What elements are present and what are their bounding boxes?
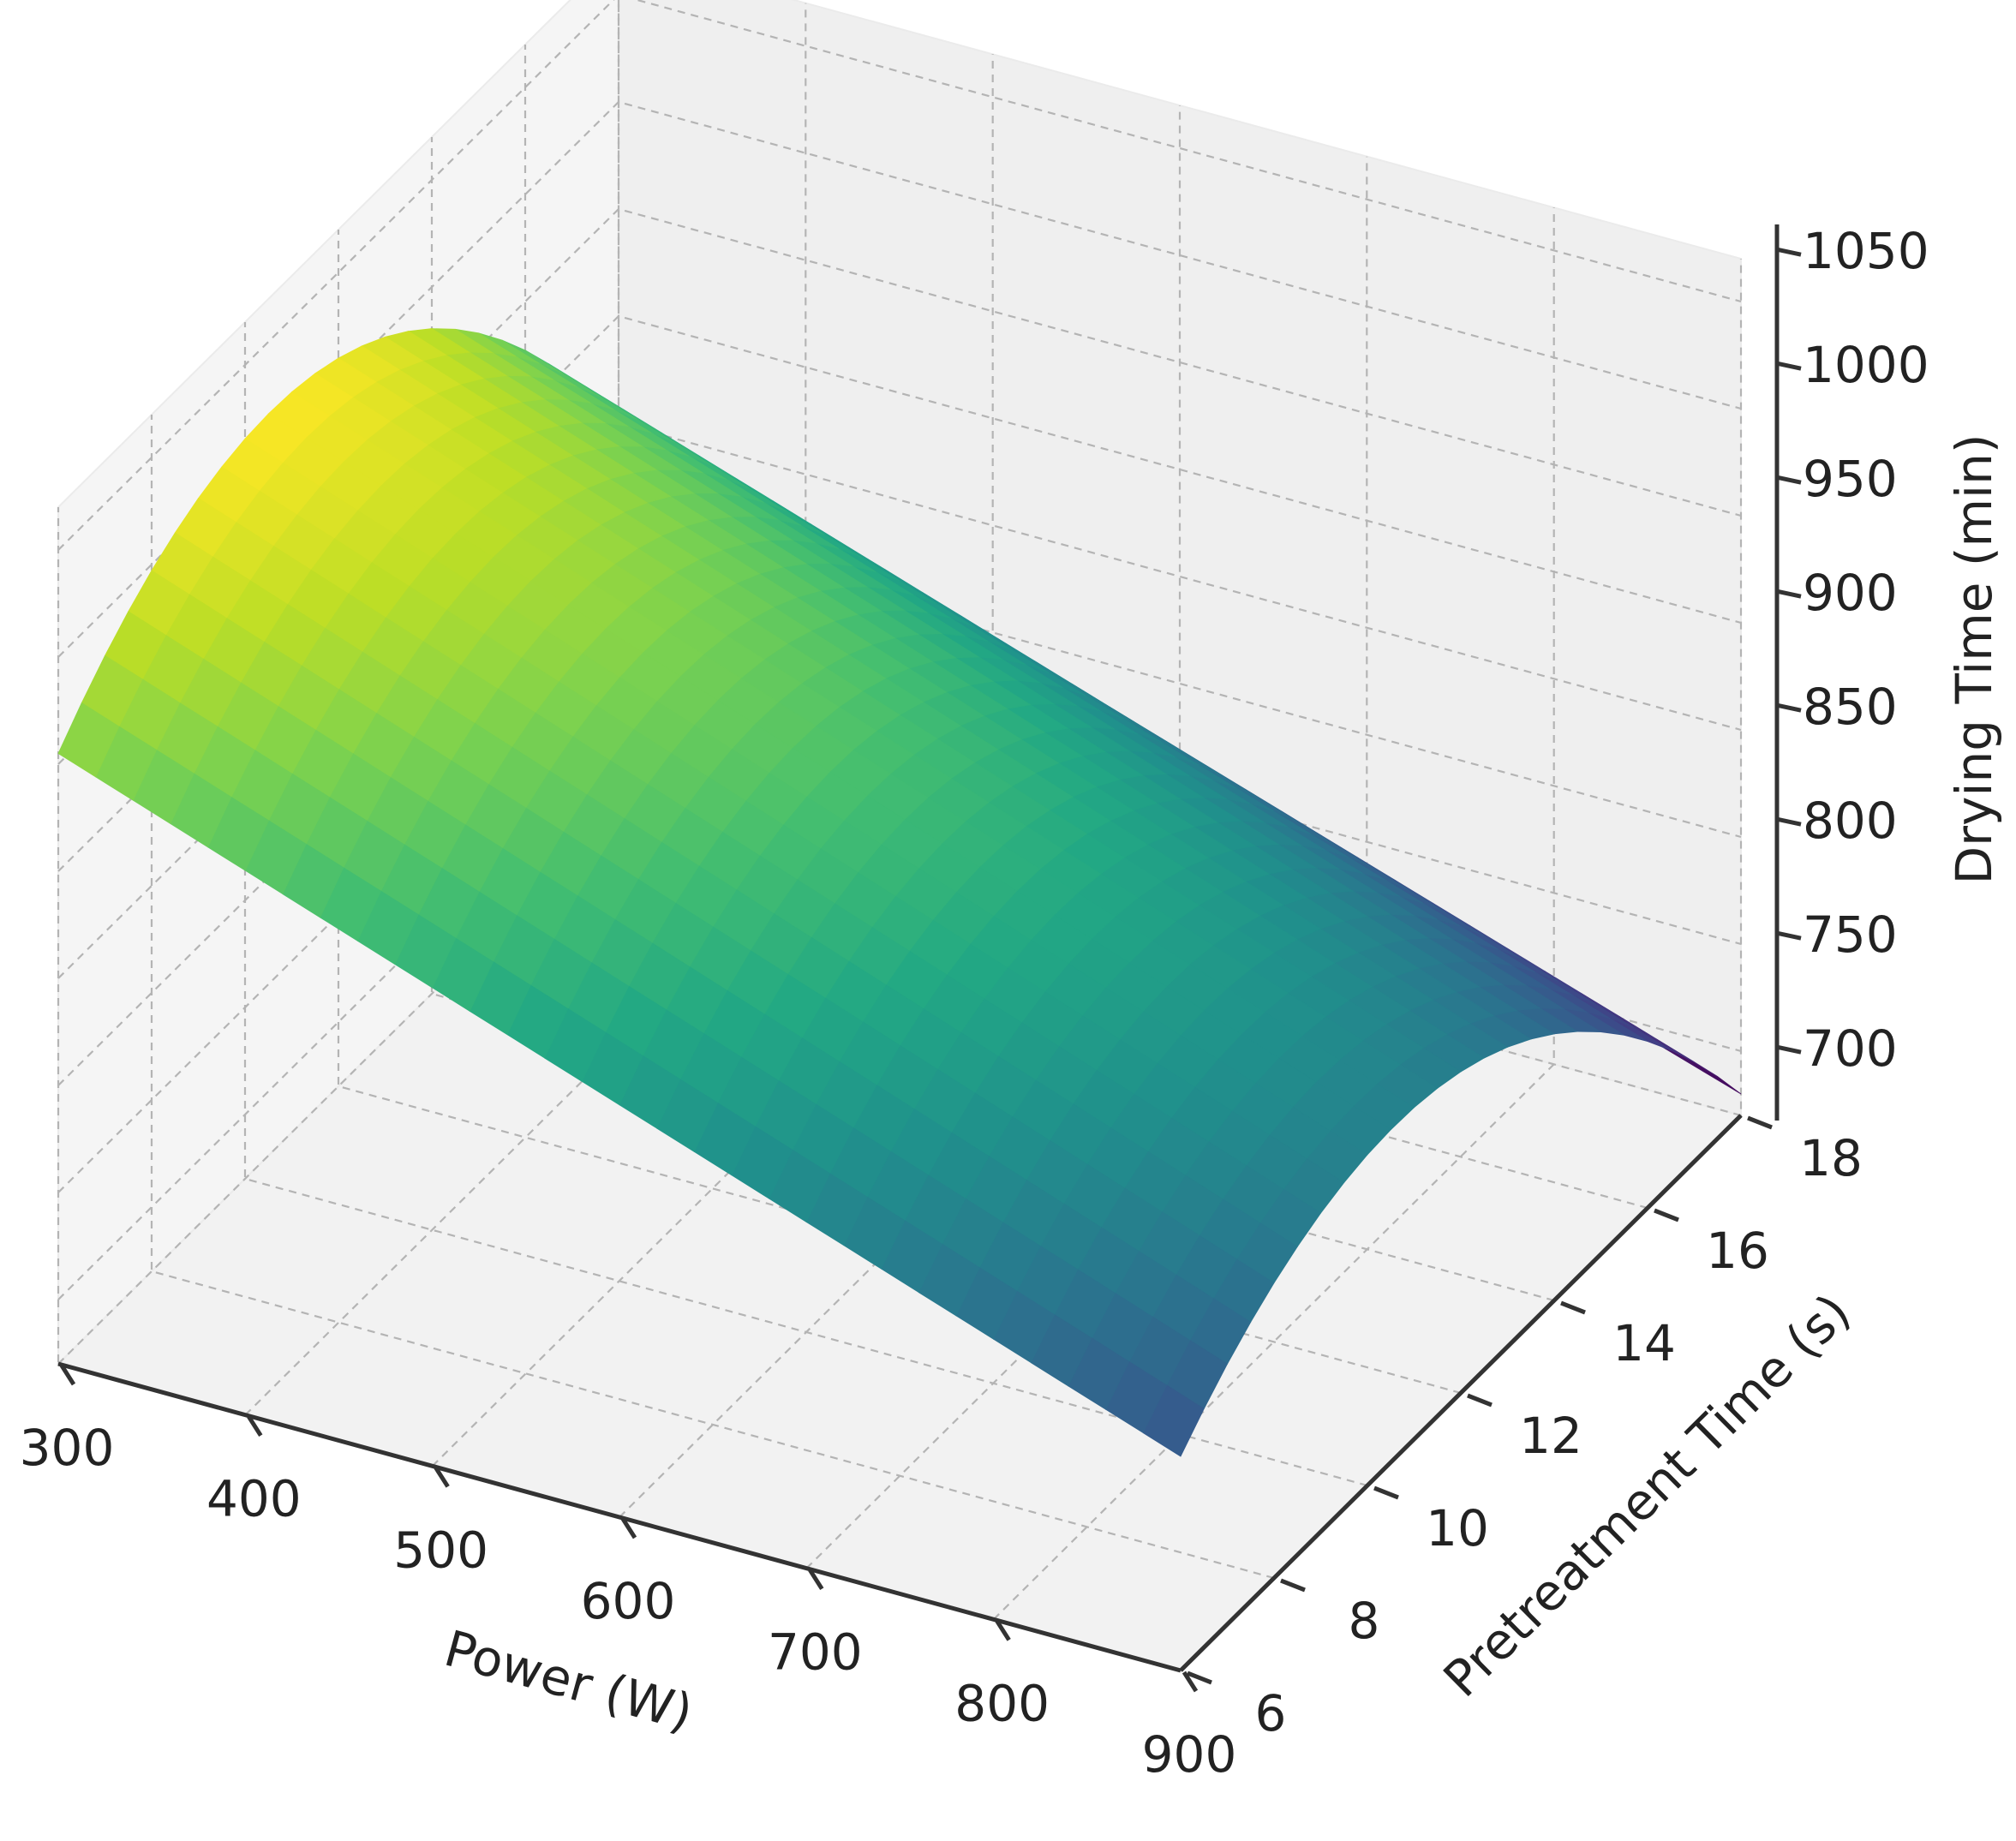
drying-tick-label: 1000 xyxy=(1803,336,1929,394)
drying-tick-mark xyxy=(1776,361,1802,371)
pretreatment-axis-line xyxy=(1179,1114,1743,1672)
surface-mesh xyxy=(57,328,1742,1457)
pretreatment-tick-label: 8 xyxy=(1349,1592,1380,1650)
drying-tick-mark xyxy=(1776,930,1802,941)
drying-tick-mark xyxy=(1776,1044,1802,1055)
drying-tick-mark xyxy=(1776,247,1802,257)
pretreatment-tick-mark xyxy=(1747,1115,1773,1130)
power-tick-mark xyxy=(247,1415,263,1438)
pretreatment-tick-mark xyxy=(1280,1578,1306,1593)
power-tick-mark xyxy=(59,1364,76,1386)
drying-tick-label: 1050 xyxy=(1803,222,1929,280)
pretreatment-tick-label: 10 xyxy=(1426,1499,1489,1557)
pretreatment-tick-mark xyxy=(1373,1485,1399,1500)
drying-tick-label: 800 xyxy=(1803,792,1898,850)
pretreatment-tick-label: 16 xyxy=(1706,1222,1769,1280)
power-tick-label: 400 xyxy=(206,1470,302,1528)
pretreatment-tick-mark xyxy=(1654,1208,1679,1222)
power-axis-line xyxy=(57,1361,1181,1673)
power-tick-mark xyxy=(995,1619,1011,1641)
drying-tick-label: 700 xyxy=(1803,1019,1898,1078)
power-tick-label: 700 xyxy=(768,1623,863,1682)
drying-tick-mark xyxy=(1776,816,1802,827)
power-axis-label: Power (W) xyxy=(439,1619,699,1742)
pretreatment-tick-label: 14 xyxy=(1612,1314,1676,1372)
drying-tick-mark xyxy=(1776,589,1802,599)
power-tick-mark xyxy=(808,1569,824,1591)
power-tick-label: 900 xyxy=(1142,1725,1237,1784)
pretreatment-tick-label: 12 xyxy=(1519,1407,1582,1465)
power-tick-mark xyxy=(620,1517,637,1539)
power-tick-label: 600 xyxy=(581,1572,676,1630)
power-tick-mark xyxy=(434,1466,450,1488)
axes xyxy=(57,224,1802,1693)
surface-cell xyxy=(57,702,120,778)
drying-tick-label: 950 xyxy=(1803,450,1898,508)
grid-line-drying xyxy=(57,0,1742,551)
drying-tick-mark xyxy=(1776,702,1802,713)
pretreatment-tick-label: 6 xyxy=(1255,1684,1287,1742)
drying-tick-label: 850 xyxy=(1803,678,1898,736)
pretreatment-tick-label: 18 xyxy=(1799,1129,1863,1187)
power-tick-label: 300 xyxy=(20,1419,115,1477)
drying-axis-label: Drying Time (min) xyxy=(1945,434,2003,885)
power-tick-label: 800 xyxy=(954,1674,1050,1732)
pretreatment-tick-mark xyxy=(1187,1671,1212,1685)
pretreatment-tick-mark xyxy=(1560,1300,1586,1315)
drying-tick-label: 900 xyxy=(1803,564,1898,622)
power-tick-mark xyxy=(1181,1671,1199,1693)
drying-tick-mark xyxy=(1776,475,1802,485)
power-tick-label: 500 xyxy=(393,1521,488,1579)
pretreatment-tick-mark xyxy=(1467,1393,1493,1408)
drying-tick-label: 750 xyxy=(1803,906,1898,964)
